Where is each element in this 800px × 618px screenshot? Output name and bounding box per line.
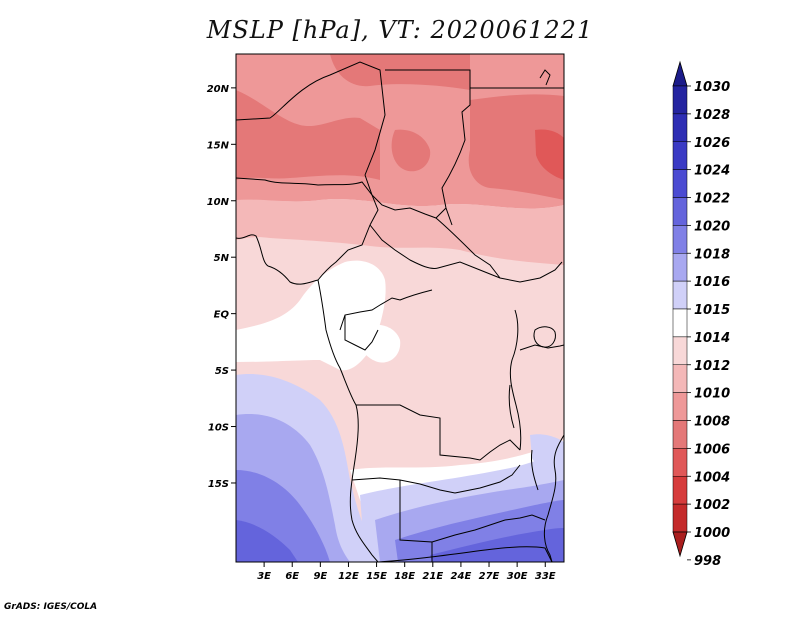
border-botswana [431, 519, 506, 543]
field-south-atlantic-4 [236, 520, 298, 562]
border-north-1 [236, 61, 386, 176]
country-borders [236, 61, 564, 562]
field-sahel-band [236, 198, 564, 265]
field-east-africa-high [530, 434, 564, 480]
field-atlantic-coast [236, 260, 386, 371]
y-tick-label: 10N [207, 197, 230, 208]
colorbar-box [672, 392, 688, 421]
colorbar-box [672, 225, 688, 254]
colorbar-box [672, 476, 688, 505]
colorbar-label: 1002 [694, 498, 730, 513]
colorbar-label: 1016 [694, 275, 730, 290]
border-namibia [399, 480, 433, 562]
x-axis: 3E 6E 9E 12E 15E 18E 21E 24E 27E 30E 33E [257, 562, 556, 582]
x-tick-label: 30E [507, 571, 528, 582]
y-tick-label: 20N [207, 84, 230, 95]
colorbar-label: 1012 [694, 359, 730, 374]
colorbar-label: 1022 [694, 192, 730, 207]
colorbar-label: 1024 [694, 164, 730, 179]
border-congo-2 [344, 315, 379, 351]
colorbar-label: 998 [694, 554, 721, 569]
colorbar-label: 1000 [694, 526, 730, 541]
lake-victoria [533, 326, 556, 348]
y-tick-label: EQ [214, 310, 230, 321]
colorbar-box [672, 308, 688, 338]
colorbar-box [672, 113, 688, 142]
y-tick-label: 15N [207, 140, 230, 151]
x-tick-label: 12E [338, 571, 359, 582]
colorbar-box [672, 280, 688, 310]
coastline-west [236, 234, 379, 562]
lake-tanganyika [508, 384, 515, 429]
x-tick-label: 27E [479, 571, 500, 582]
border-central-1 [369, 224, 563, 283]
border-south-east [504, 514, 546, 521]
colorbar-label: 1008 [694, 415, 730, 430]
colorbar-top-triangle [672, 60, 688, 87]
border-drc-east [509, 309, 522, 451]
colorbar-box [672, 503, 688, 533]
colorbar-label: 1026 [694, 136, 730, 151]
colorbar-box [672, 253, 688, 282]
x-tick-label: 24E [451, 571, 472, 582]
y-tick-label: 5S [215, 366, 229, 377]
colorbar-label: 1015 [694, 303, 730, 318]
pressure-field [236, 54, 564, 562]
colorbar-bottom-triangle [672, 531, 688, 558]
y-axis: 20N 15N 10N 5N EQ 5S 10S 15S [207, 84, 236, 490]
border-zambia [454, 464, 521, 494]
colorbar-label: 1028 [694, 108, 730, 123]
border-north-2 [385, 69, 471, 226]
colorbar-box [672, 448, 688, 477]
field-north-darker [236, 90, 380, 180]
colorbar-box [672, 141, 688, 170]
colorbar-box [672, 420, 688, 449]
colorbar-label: 1010 [694, 387, 730, 402]
field-top-low [330, 54, 470, 90]
border-chad [364, 174, 447, 219]
x-tick-label: 15E [366, 571, 387, 582]
colorbar-box [672, 364, 688, 393]
coastline-east [543, 434, 564, 562]
colorbar: 1030 1028 1026 1024 1022 1020 1018 1016 1015 1014… [672, 60, 730, 569]
border-drc-south [356, 404, 521, 461]
x-tick-label: 9E [313, 571, 327, 582]
x-tick-label: 6E [285, 571, 299, 582]
y-tick-label: 5N [214, 253, 230, 264]
border-ne-east [539, 69, 551, 86]
x-tick-label: 21E [422, 571, 443, 582]
colorbar-box [672, 197, 688, 226]
field-central-low [391, 129, 431, 172]
x-tick-label: 33E [535, 571, 556, 582]
lake-nyasa [531, 449, 539, 491]
field-northeast-low [468, 94, 564, 200]
y-tick-label: 10S [208, 423, 229, 434]
border-east-africa [519, 344, 564, 351]
colorbar-box [672, 169, 688, 198]
border-cameroon [317, 224, 371, 281]
colorbar-label: 1004 [694, 470, 730, 485]
colorbar-label: 1014 [694, 331, 730, 346]
y-tick-label: 15S [208, 479, 229, 490]
colorbar-label: 1020 [694, 219, 730, 234]
x-tick-label: 18E [394, 571, 415, 582]
field-central-white [358, 324, 401, 363]
grads-credit: GrADS: IGES/COLA [4, 602, 98, 612]
colorbar-label: 1018 [694, 247, 730, 262]
colorbar-label: 1006 [694, 442, 730, 457]
border-congo-1 [339, 289, 433, 331]
border-angola [351, 477, 456, 494]
border-sahel-1 [236, 177, 379, 226]
border-central-2 [435, 217, 501, 279]
colorbar-box [672, 336, 688, 365]
colorbar-box [672, 85, 688, 115]
map-title: MSLP [hPa], VT: 2020061221 [206, 16, 594, 44]
x-tick-label: 3E [257, 571, 271, 582]
field-southern-core [430, 528, 564, 562]
plot-frame [235, 53, 565, 563]
coastline-south [377, 546, 553, 562]
colorbar-label: 1030 [694, 80, 730, 95]
field-far-east-low [535, 129, 564, 180]
